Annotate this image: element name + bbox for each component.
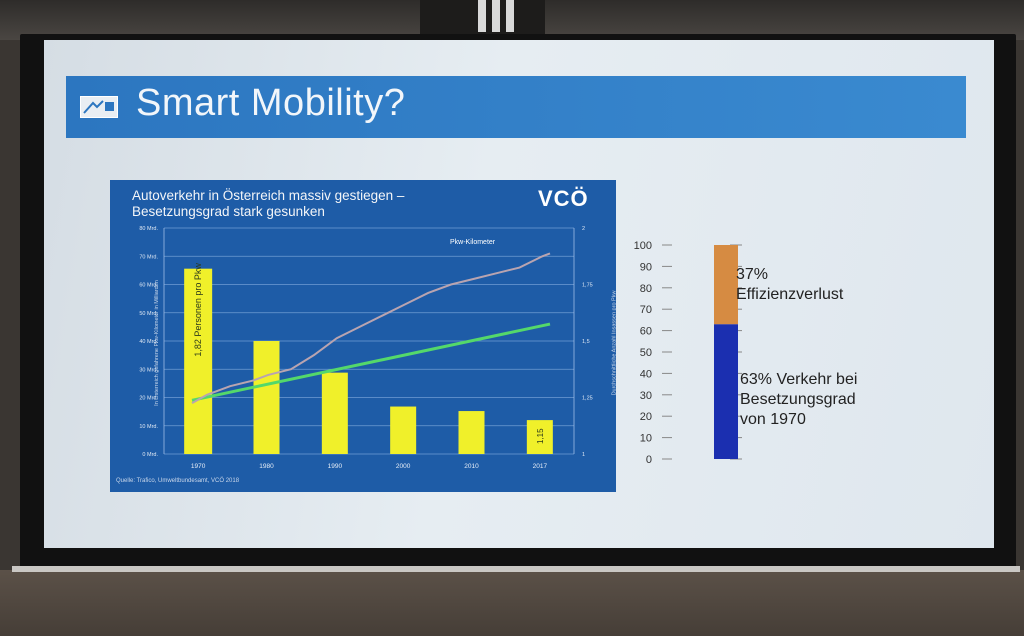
y-tick-label: 80 (640, 283, 652, 295)
y-tick-label: 30 (640, 390, 652, 402)
y-tick-label: 70 (640, 304, 652, 316)
fixture-slot (478, 0, 486, 32)
traffic-chart: Autoverkehr in Österreich massiv gestieg… (110, 180, 618, 492)
x-tick-label: 2017 (533, 463, 548, 470)
y-tick-label: 100 (634, 240, 652, 252)
x-tick-label: 1980 (259, 463, 274, 470)
y-left-tick-label: 40 Mrd. (139, 339, 158, 345)
y-tick-label: 50 (640, 347, 652, 359)
bar (458, 411, 485, 454)
baseline-traffic-label: 63% Verkehr bei Besetzungsgrad von 1970 (740, 371, 858, 428)
y-tick-label: 20 (640, 411, 652, 423)
x-tick-label: 2010 (464, 463, 479, 470)
ceiling-fixture (420, 0, 545, 38)
x-tick-label: 1970 (191, 463, 206, 470)
bar (321, 372, 348, 454)
y-right-tick-label: 1,25 (582, 396, 593, 402)
bar (526, 420, 553, 454)
traffic-chart-plot: 0 Mrd. 10 Mrd. 20 Mrd. 30 Mrd. 40 Mrd. 50 Mrd… (139, 226, 593, 470)
fixture-slot (492, 0, 500, 32)
y-right-tick-label: 1 (582, 452, 585, 458)
y-left-tick-label: 50 Mrd. (139, 311, 158, 317)
trend-line (191, 322, 551, 402)
y-axis-right-title: Durchschnittliche Anzahl Insassen pro Pk… (611, 290, 618, 396)
y-left-tick-label: 20 Mrd. (139, 396, 158, 402)
projected-slide: Smart Mobility? Autoverkehr in Österreic… (44, 40, 994, 548)
wall-below-screen (0, 570, 1024, 636)
bar-data-label: 1,15 (536, 428, 545, 444)
bar-data-label: 1,82 Personen pro Pkw (193, 263, 203, 357)
chart-title: Autoverkehr in Österreich massiv gestieg… (132, 188, 405, 219)
y-axis-left-title: In Österreich gefahrene Pkw-Kilometer in… (153, 280, 160, 406)
pkw-kilometer-line (191, 252, 551, 405)
y-right-tick-label: 1,5 (582, 339, 590, 345)
series-label: Pkw-Kilometer (450, 239, 496, 246)
y-left-tick-label: 30 Mrd. (139, 367, 158, 373)
y-left-tick-label: 10 Mrd. (139, 424, 158, 430)
y-left-tick-label: 60 Mrd. (139, 283, 158, 289)
stacked-segment (714, 245, 738, 325)
x-tick-label: 1990 (328, 463, 343, 470)
efficiency-stacked-bar: 0 10 20 30 40 50 60 70 80 90 100 (634, 240, 742, 466)
x-tick-label: 2000 (396, 463, 411, 470)
screen-bottom-rail (12, 566, 1020, 572)
y-tick-label: 10 (640, 433, 652, 445)
fixture-slot (506, 0, 514, 32)
y-right-tick-label: 2 (582, 226, 585, 232)
y-right-tick-label: 1,75 (582, 283, 593, 289)
presentation-logo-icon (80, 96, 118, 118)
bar (253, 341, 280, 454)
y-tick-label: 0 (646, 454, 652, 466)
stacked-segment (714, 324, 738, 459)
vco-logo: VCÖ (538, 186, 589, 211)
slide-title-bar: Smart Mobility? (66, 76, 966, 138)
y-left-tick-label: 80 Mrd. (139, 226, 158, 232)
y-left-tick-label: 70 Mrd. (139, 254, 158, 260)
slide-title: Smart Mobility? (136, 82, 406, 124)
y-tick-label: 90 (640, 261, 652, 273)
chart-source: Quelle: Trafico, Umweltbundesamt, VCÖ 20… (116, 478, 240, 484)
y-left-tick-label: 0 Mrd. (142, 452, 158, 458)
efficiency-loss-label: 37% Effizienzverlust (736, 266, 844, 303)
y-tick-label: 40 (640, 368, 652, 380)
bar (390, 406, 417, 454)
y-tick-label: 60 (640, 326, 652, 338)
bar (184, 268, 213, 454)
